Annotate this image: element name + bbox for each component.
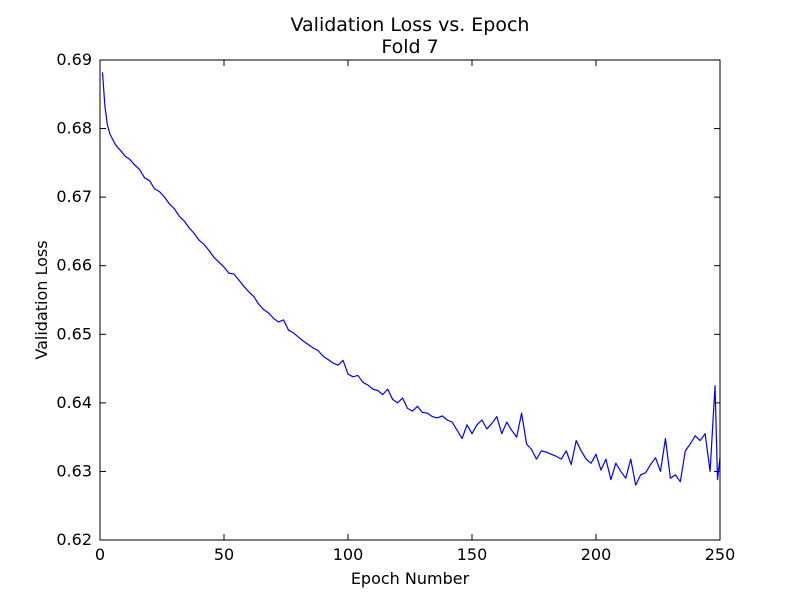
x-tick-label: 100 — [333, 545, 364, 564]
x-tick-label: 0 — [95, 545, 105, 564]
y-tick-label: 0.67 — [56, 187, 92, 206]
y-tick-label: 0.65 — [56, 324, 92, 343]
y-axis-label: Validation Loss — [32, 240, 51, 359]
validation-loss-line — [101, 72, 721, 486]
y-tick-label: 0.62 — [56, 530, 92, 549]
y-tick-label: 0.69 — [56, 50, 92, 69]
x-tick-label: 250 — [705, 545, 736, 564]
x-axis-ticks: 0 50 100 150 200 250 — [95, 60, 735, 564]
chart-title: Validation Loss vs. Epoch — [291, 14, 530, 36]
y-tick-label: 0.66 — [56, 256, 92, 275]
y-tick-label: 0.68 — [56, 119, 92, 138]
x-tick-label: 50 — [214, 545, 234, 564]
x-tick-label: 150 — [457, 545, 488, 564]
x-tick-label: 200 — [581, 545, 612, 564]
x-axis-label: Epoch Number — [351, 569, 470, 588]
series-layer — [101, 72, 721, 486]
y-axis-ticks: 0.62 0.63 0.64 0.65 0.66 0.67 0.68 0.69 — [56, 50, 720, 549]
y-tick-label: 0.64 — [56, 393, 92, 412]
chart-subtitle: Fold 7 — [381, 36, 438, 58]
y-tick-label: 0.63 — [56, 461, 92, 480]
plot-frame — [99, 59, 721, 541]
